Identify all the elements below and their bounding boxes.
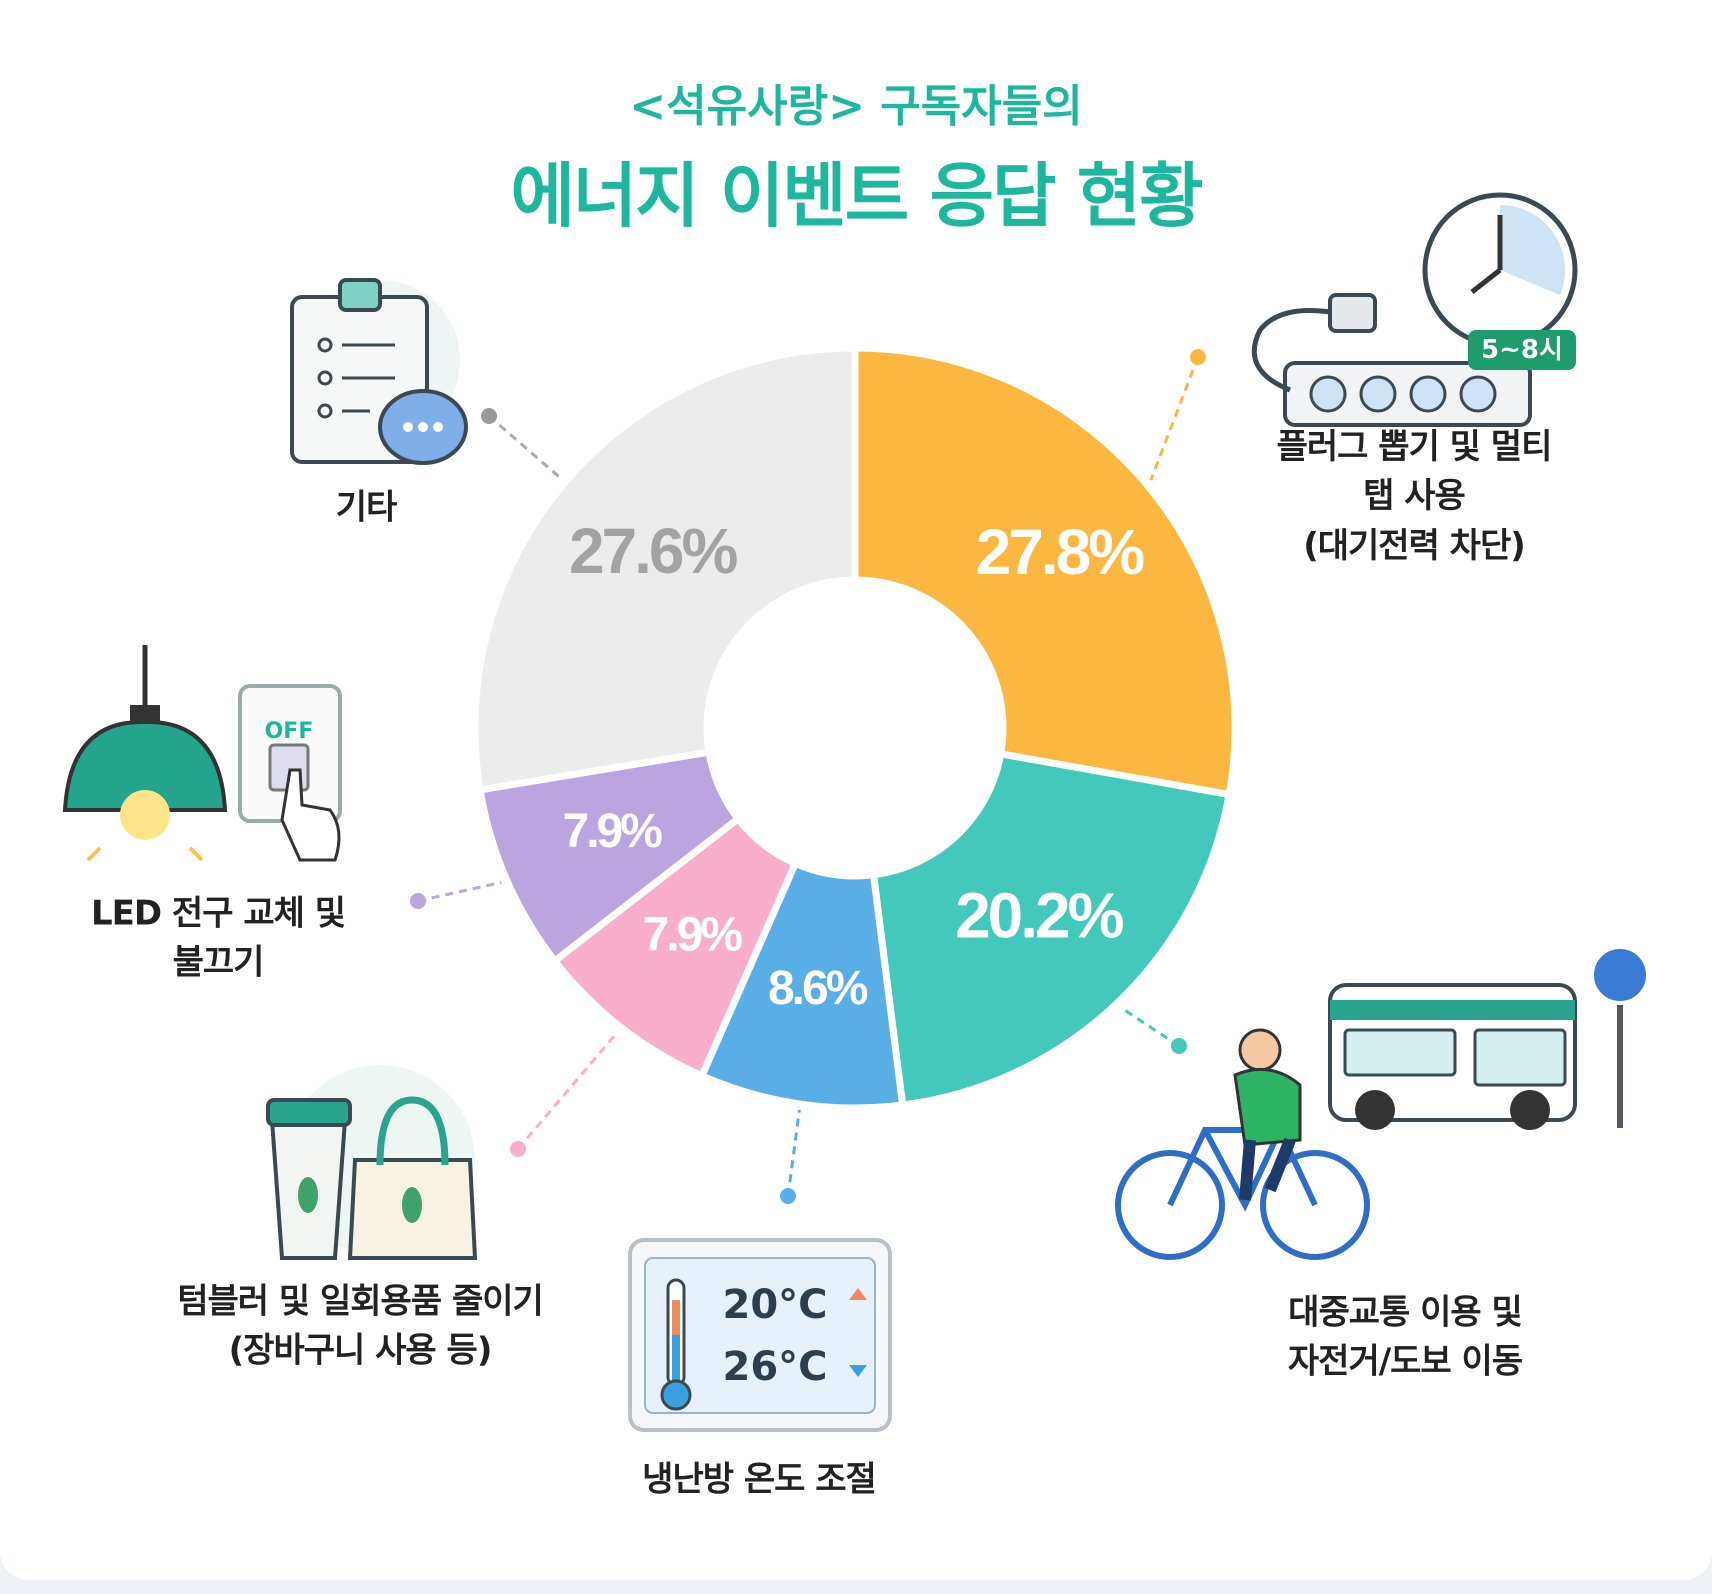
leader-line — [786, 1109, 801, 1197]
supertitle: <석유사랑> 구독자들의 — [629, 81, 1083, 132]
icon-text: OFF — [265, 719, 314, 744]
icon-text: 26°C — [722, 1344, 827, 1390]
value-label: 7.9% — [563, 805, 663, 858]
icon-text: 20°C — [722, 1282, 827, 1328]
value-label: 27.8% — [976, 516, 1145, 588]
value-label: 8.6% — [768, 962, 868, 1015]
category-label: 대중교통 이용 및 자전거/도보 이동 — [1287, 1292, 1523, 1382]
leader-line — [488, 414, 562, 480]
leader-dot — [510, 1141, 526, 1157]
icon-thermostat: 20°C 26°C — [628, 1238, 892, 1432]
category-label: 플러그 뽑기 및 멀티탭 사용 (대기전력 차단) — [1276, 427, 1553, 566]
leader-dot — [481, 408, 497, 424]
icon-lamp: OFF — [62, 645, 342, 862]
leader-line — [516, 1031, 619, 1150]
icon-transport — [1115, 945, 1650, 1260]
donut-segment — [471, 344, 859, 794]
chart-title: 에너지 이벤트 응답 현황 — [510, 155, 1203, 237]
leader-dot — [410, 893, 426, 909]
leader-dot — [1190, 349, 1206, 365]
leader-line — [417, 880, 502, 903]
leader-line — [1149, 356, 1200, 481]
donut-segment — [851, 344, 1239, 799]
category-label: 텀블러 및 일회용품 줄이기 (장바구니 사용 등) — [177, 1281, 544, 1371]
icon-text: 5~8시 — [1481, 335, 1563, 365]
category-label: 냉난방 온도 조절 — [642, 1459, 877, 1500]
leader-dot — [1171, 1038, 1187, 1054]
icon-tumbler — [266, 1065, 478, 1260]
donut-segment — [697, 858, 907, 1112]
category-label: 기타 — [335, 487, 398, 528]
icon-clipboard — [290, 278, 468, 465]
icon-plug: 5~8시 — [1251, 192, 1578, 427]
value-label: 27.6% — [569, 515, 738, 587]
leader-line — [1120, 1006, 1180, 1048]
value-label: 7.9% — [643, 908, 743, 961]
category-label: LED 전구 교체 및 불끄기 — [90, 893, 346, 983]
donut-segment — [869, 749, 1234, 1109]
leader-dot — [780, 1188, 796, 1204]
value-label: 20.2% — [955, 880, 1124, 952]
